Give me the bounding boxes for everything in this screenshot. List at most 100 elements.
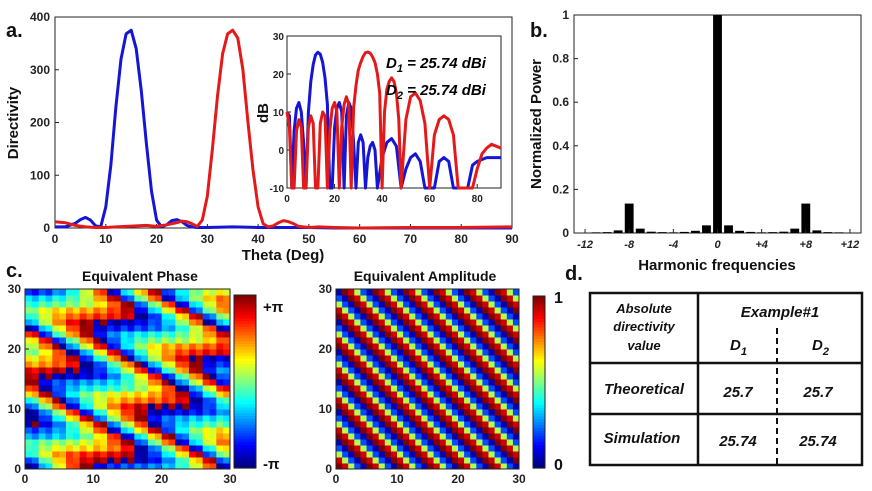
phase-cell [148,409,156,416]
phase-cell [154,403,163,410]
phase-cell [93,433,101,440]
phase-cell [100,445,108,452]
phase-cell [202,289,210,296]
phase-colorbar-segment [234,401,256,406]
phase-cell [161,361,169,368]
amplitude-cell [384,421,392,428]
amplitude-cell [451,445,459,452]
amplitude-colorbar-segment [533,442,545,446]
phase-cell [148,403,156,410]
phase-cell [66,379,74,386]
amplitude-cell [458,439,465,446]
amplitude-cell [366,295,374,302]
phase-colorbar-segment [234,367,256,371]
amplitude-cell [512,301,520,308]
amplitude-cell [512,439,520,446]
phase-cell [120,349,128,356]
panel-a-xtick-label: 70 [404,232,418,246]
amplitude-cell [427,463,435,470]
phase-cell [66,451,74,458]
phase-colorbar-segment [234,369,256,374]
amplitude-cell [427,349,435,356]
amplitude-cell [378,289,386,296]
phase-cell [66,301,74,308]
panel-a-xtick-label: 50 [302,232,316,246]
phase-cell [195,427,204,434]
phase-cell [141,385,149,392]
phase-cell [107,445,115,452]
phase-cell [86,427,94,434]
amplitude-cell [360,337,367,344]
amplitude-cell [360,331,367,338]
phase-cell [182,301,190,308]
amplitude-colorbar-segment [533,298,545,303]
amplitude-cell [427,331,435,338]
amplitude-cell [464,295,471,302]
phase-cell [202,409,210,416]
amplitude-cell [427,289,435,296]
amplitude-cell [415,289,422,296]
amplitude-cell [366,397,374,404]
amplitude-cell [409,289,416,296]
amplitude-cell [470,439,477,446]
phase-cell [31,325,40,332]
amplitude-cell [451,391,459,398]
phase-cell [127,415,135,422]
phase-cell [148,367,156,374]
phase-cell [25,355,33,362]
phase-cell [52,415,60,422]
amplitude-cell [464,397,471,404]
phase-cell [195,343,204,350]
phase-cell [161,289,169,296]
panel-a-xlabel: Theta (Deg) [242,247,325,264]
amplitude-cell [500,289,508,296]
phase-cell [38,367,46,374]
amplitude-cell [378,367,386,374]
phase-cell [93,379,101,386]
amplitude-cell [433,331,441,338]
phase-cell [168,289,176,296]
phase-cell [79,325,87,332]
amplitude-cell [506,349,514,356]
phase-xtick-label: 20 [155,472,169,486]
amplitude-cell [342,403,349,410]
amplitude-cell [464,415,471,422]
phase-cell [134,331,142,338]
amplitude-cell [506,361,514,368]
phase-cell [31,373,40,380]
amplitude-cell [458,331,465,338]
amplitude-cell [488,343,496,350]
amplitude-cell [415,421,422,428]
amplitude-cell [390,397,398,404]
amplitude-cell [427,457,435,464]
phase-cell [168,463,176,470]
amplitude-cell [384,397,392,404]
phase-cell [216,403,224,410]
phase-cell [175,421,183,428]
phase-cell [161,457,169,464]
amplitude-cell [433,385,441,392]
amplitude-cell [494,391,502,398]
phase-cell [195,409,204,416]
phase-cell [154,397,163,404]
inset-xtick-label: 0 [284,194,290,205]
phase-cell [216,319,224,326]
phase-cell [154,301,163,308]
phase-cell [59,331,67,338]
phase-cell [202,373,210,380]
amplitude-cell [500,391,508,398]
phase-cell [38,373,46,380]
amplitude-cell [512,349,520,356]
amplitude-cell [494,451,502,458]
phase-cell [209,337,217,344]
amplitude-cell [494,427,502,434]
amplitude-cell [439,319,447,326]
amplitude-cell [336,367,343,374]
panel-b-ytick-label: 0 [562,226,569,240]
phase-cell [72,361,81,368]
amplitude-cell [378,337,386,344]
phase-cell [148,397,156,404]
phase-cell [79,307,87,314]
amplitude-cell [476,433,483,440]
amplitude-cell [433,373,441,380]
